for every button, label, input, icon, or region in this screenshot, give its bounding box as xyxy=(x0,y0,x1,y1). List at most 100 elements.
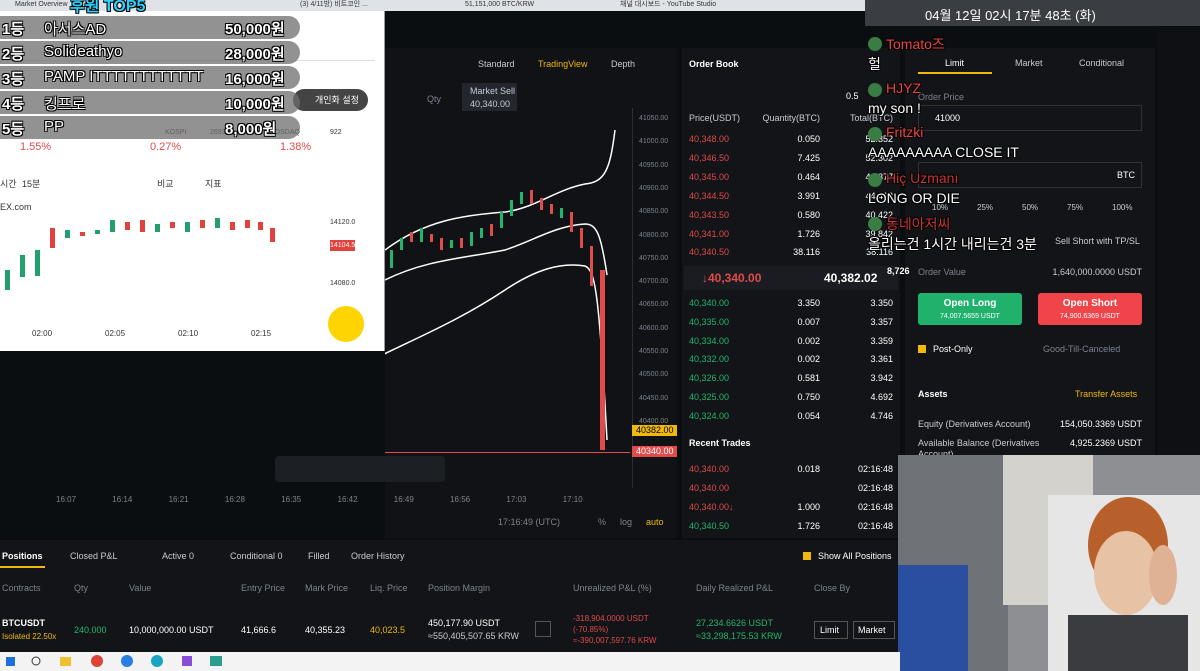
ob-price[interactable]: 40,334.00 xyxy=(689,335,730,346)
ob-price[interactable]: 40,340.50 xyxy=(689,247,730,258)
order-book-step[interactable]: 0.5 xyxy=(846,91,859,101)
time-axis-label: 17:03 xyxy=(506,495,527,504)
donation-title: 후원 TOP5 xyxy=(70,0,146,15)
open-long-button[interactable] xyxy=(918,293,1022,325)
taskbar-icons[interactable] xyxy=(0,652,240,671)
market-sell-box[interactable] xyxy=(462,83,517,111)
close-limit[interactable]: Limit xyxy=(820,625,840,635)
ob-price[interactable]: 40,346.50 xyxy=(689,152,730,163)
post-only-checkbox[interactable] xyxy=(918,345,926,353)
settings-label[interactable]: 개인화 설정 xyxy=(315,95,359,105)
ob-total: 52.302 xyxy=(865,152,893,163)
position-tab[interactable]: Filled xyxy=(308,551,330,561)
positions-panel xyxy=(0,540,900,652)
open-short-button[interactable] xyxy=(1038,293,1142,325)
scale-log[interactable]: log xyxy=(620,517,633,527)
tab-underline xyxy=(918,72,992,74)
envelope-upper xyxy=(385,129,616,251)
ob-price[interactable]: 40,341.00 xyxy=(689,228,730,239)
tp-sl[interactable]: Sell Short with TP/SL xyxy=(1055,236,1140,246)
envelope-lower xyxy=(385,264,608,441)
order-book-panel xyxy=(682,48,900,538)
position-tab[interactable]: Conditional 0 xyxy=(230,551,283,561)
transfer-assets[interactable]: Transfer Assets xyxy=(1075,389,1138,399)
ob-price[interactable]: 40,343.50 xyxy=(689,209,730,220)
view-depth[interactable]: Depth xyxy=(611,59,636,69)
ob-qty: 0.750 xyxy=(797,392,820,402)
available: 4,925.2369 USDT xyxy=(1069,438,1142,448)
scale-percent[interactable]: % xyxy=(598,517,607,527)
toolbar-item[interactable]: 시간 xyxy=(0,179,17,189)
toolbar-item[interactable]: 비교 xyxy=(157,179,174,189)
trade-price: 40,340.00 xyxy=(689,464,730,474)
donation-rank: 4등 xyxy=(2,96,25,113)
ob-total: 3.350 xyxy=(870,298,893,308)
view-tradingview[interactable]: TradingView xyxy=(538,59,588,69)
percent-option[interactable]: 75% xyxy=(1067,203,1084,212)
mini-time-tick: 02:15 xyxy=(251,329,272,338)
position-header: Contracts xyxy=(2,583,41,593)
ob-price[interactable]: 40,335.00 xyxy=(689,316,730,327)
order-price[interactable]: 41000 xyxy=(935,113,961,123)
time-axis-label: 16:07 xyxy=(56,495,77,504)
percent-option[interactable]: 10% xyxy=(932,203,949,212)
browser-tab[interactable]: Market Overview xyxy=(15,1,68,8)
show-all[interactable]: Show All Positions xyxy=(818,551,892,561)
position-header: Qty xyxy=(74,583,89,593)
view-standard[interactable]: Standard xyxy=(478,59,515,69)
percent-option[interactable]: 100% xyxy=(1112,203,1133,212)
tab-market[interactable]: Market xyxy=(1015,58,1043,68)
qty-input[interactable] xyxy=(918,162,1142,188)
position-header: Entry Price xyxy=(241,583,286,593)
show-all-checkbox[interactable] xyxy=(803,552,811,560)
pos-leverage: Isolated 22.50x xyxy=(2,632,57,641)
close-market-button[interactable] xyxy=(853,621,895,639)
trade-time: 02:16:48 xyxy=(857,464,893,474)
position-tab[interactable]: Closed P&L xyxy=(70,551,118,561)
equity: 154,050.3369 USDT xyxy=(1059,419,1142,429)
post-only[interactable]: Post-Only xyxy=(933,344,973,354)
tab-conditional[interactable]: Conditional xyxy=(1079,58,1125,68)
ob-price[interactable]: 40,325.00 xyxy=(689,392,730,402)
browser-tab[interactable]: 채널 대시보드 - YouTube Studio xyxy=(620,1,717,8)
position-tab[interactable]: Order History xyxy=(351,551,405,561)
percent-option[interactable]: 50% xyxy=(1022,203,1039,212)
chat-button[interactable] xyxy=(328,306,364,342)
price-chart-illustration xyxy=(385,129,616,450)
order-price-input[interactable] xyxy=(918,105,1142,131)
scale-auto[interactable]: auto xyxy=(646,517,664,527)
ob-price[interactable]: 40,348.00 xyxy=(689,134,730,144)
toolbar-item[interactable]: 15분 xyxy=(22,179,41,189)
settings-button[interactable] xyxy=(293,89,368,111)
ob-total: 44.877 xyxy=(820,172,893,183)
donation-row-bg xyxy=(0,91,300,114)
order-form-panel xyxy=(905,48,1155,458)
browser-tab[interactable]: (3) 4/11방) 비트코인 ... xyxy=(300,1,368,8)
time-in-force[interactable]: Good-Till-Canceled xyxy=(1043,344,1121,354)
tab-limit[interactable]: Limit xyxy=(945,58,965,68)
percent-option[interactable]: 25% xyxy=(977,203,994,212)
chart-controls[interactable] xyxy=(275,456,445,482)
ob-price[interactable]: 40,332.00 xyxy=(689,354,730,365)
ob-price[interactable]: 40,345.00 xyxy=(689,171,730,182)
donation-name: 아서스AD xyxy=(44,21,107,38)
ob-price[interactable]: 40,326.00 xyxy=(689,373,730,384)
edit-margin-button[interactable] xyxy=(535,621,551,637)
open-short[interactable]: Open Short xyxy=(1062,298,1118,309)
market-sell-label[interactable]: Market Sell xyxy=(470,86,516,96)
mark-price-badge xyxy=(632,425,677,436)
price-axis-label: 40400.00 xyxy=(639,417,669,425)
close-limit-button[interactable] xyxy=(814,621,848,639)
ob-price[interactable]: 40,324.00 xyxy=(689,410,730,421)
browser-tab[interactable]: 51,151,000 BTC/KRW xyxy=(465,1,535,8)
ob-header-price: Price(USDT) xyxy=(689,113,740,123)
ob-price[interactable]: 40,340.00 xyxy=(689,298,730,308)
position-tab[interactable]: Active 0 xyxy=(162,551,195,561)
pos-pnl: -318,904.0000 USDT xyxy=(573,614,649,623)
position-tab[interactable]: Positions xyxy=(2,551,43,561)
index-change: 1.38% xyxy=(280,141,312,153)
open-long[interactable]: Open Long xyxy=(943,298,997,309)
toolbar-item[interactable]: 지표 xyxy=(205,179,222,189)
ob-price[interactable]: 40,344.50 xyxy=(689,190,730,201)
close-market[interactable]: Market xyxy=(858,625,886,635)
